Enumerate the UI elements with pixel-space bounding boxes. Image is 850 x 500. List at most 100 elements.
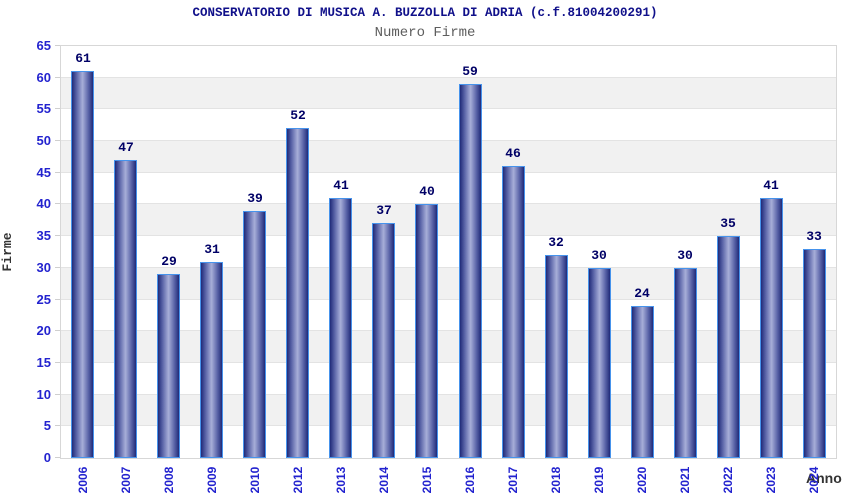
x-tick-label: 2022 [721,466,735,494]
bar-value-label: 31 [204,242,220,257]
bar-value-label: 59 [462,64,478,79]
bar [803,249,826,458]
bar [459,84,482,458]
gridline [61,140,836,142]
gridline [61,298,836,300]
y-band [61,236,836,268]
bar-value-label: 39 [247,191,263,206]
y-tick-label: 5 [43,418,51,434]
y-tick-label: 25 [36,291,51,307]
y-band [61,362,836,395]
y-tick-mark [55,140,60,142]
bar [372,223,395,458]
x-tick-label: 2014 [377,466,391,494]
x-axis-title: Anno [806,470,842,486]
y-tick-mark [55,45,60,46]
y-band [61,141,836,173]
y-tick-label: 0 [43,450,51,465]
bar-value-label: 33 [806,229,822,244]
bar-value-label: 37 [376,203,392,218]
y-tick-label: 45 [36,164,51,180]
y-tick-label: 35 [36,228,51,244]
x-tick-label: 2006 [76,466,90,494]
bar-value-label: 32 [548,235,564,250]
x-tick-label: 2021 [678,466,692,494]
y-tick-mark [55,298,60,300]
y-band [61,204,836,237]
bar [760,198,783,458]
y-tick-mark [55,108,60,110]
y-tick-label: 15 [36,354,51,370]
x-tick-label: 2024 [807,466,821,494]
y-tick-mark [55,171,60,173]
bar [674,268,697,458]
bar-value-label: 24 [634,286,650,301]
x-tick-label: 2012 [291,466,305,494]
bar [243,211,266,458]
y-tick-mark [55,235,60,237]
y-tick-mark [55,203,60,205]
gridline [61,76,836,78]
bar [545,255,568,458]
x-tick-label: 2018 [549,466,563,494]
plot-area: 61 47 29 31 39 52 41 37 40 59 46 32 30 24 30 35 41 33 [60,45,837,459]
bar-value-label: 30 [591,248,607,263]
y-tick-label: 50 [36,133,51,149]
bar [157,274,180,458]
bar-value-label: 61 [75,51,91,66]
y-tick-mark [55,425,60,427]
y-tick-label: 40 [36,196,51,212]
gridline [61,203,836,205]
y-band [61,267,836,300]
x-tick-label: 2010 [248,466,262,494]
x-tick-label: 2017 [506,466,520,494]
x-tick-label: 2016 [463,466,477,494]
x-tick-label: 2008 [162,466,176,494]
y-tick-mark [55,266,60,268]
y-band [61,172,836,205]
bar-value-label: 46 [505,146,521,161]
gridline [61,425,836,427]
y-band [61,426,836,458]
bar [502,166,525,458]
y-tick-label: 55 [36,101,51,117]
chart-title: CONSERVATORIO DI MUSICA A. BUZZOLLA DI A… [192,6,658,20]
bar-value-label: 35 [720,216,736,231]
y-band [61,331,836,363]
bar-value-label: 47 [118,140,134,155]
y-tick-mark [55,361,60,363]
bar-value-label: 29 [161,254,177,269]
x-tick-label: 2023 [764,466,778,494]
y-band [61,109,836,142]
x-tick-label: 2019 [592,466,606,494]
gridline [61,171,836,173]
y-tick-label: 65 [36,38,51,53]
gridline [61,266,836,268]
bar-value-label: 41 [763,178,779,193]
bar [71,71,94,458]
bar-value-label: 52 [290,108,306,123]
y-tick-label: 60 [36,69,51,85]
y-band [61,77,836,110]
y-tick-label: 30 [36,259,51,275]
bar [717,236,740,458]
bar [631,306,654,458]
gridline [61,108,836,110]
bar [415,204,438,458]
y-tick-label: 10 [36,386,51,402]
bar-value-label: 30 [677,248,693,263]
gridline [61,235,836,237]
y-band [61,394,836,427]
y-band [61,299,836,332]
gridline [61,361,836,363]
x-tick-label: 2009 [205,466,219,494]
gridline [61,330,836,332]
y-tick-mark [55,393,60,395]
x-tick-label: 2013 [334,466,348,494]
bar [329,198,352,458]
x-tick-label: 2020 [635,466,649,494]
bar [114,160,137,458]
y-tick-label: 20 [36,323,51,339]
y-tick-mark [55,330,60,332]
bar [200,262,223,458]
